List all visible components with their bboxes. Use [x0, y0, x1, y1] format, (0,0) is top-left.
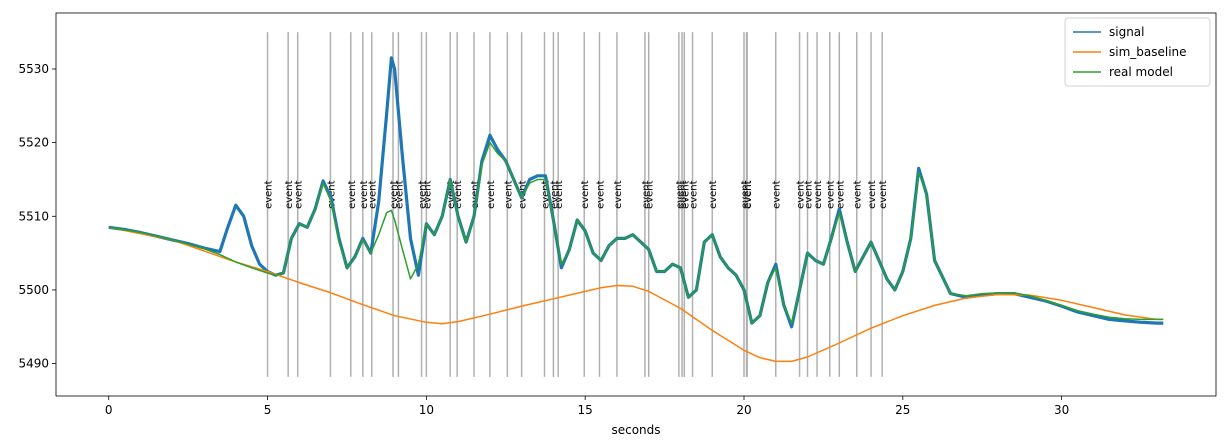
event-label-24: event: [645, 180, 656, 209]
series-line-real-model: [108, 141, 1164, 324]
event-label-12: event: [453, 180, 464, 209]
event-label-9: event: [418, 180, 429, 209]
event-label-23: event: [641, 180, 652, 209]
event-label-17: event: [541, 180, 552, 209]
x-tick-label-25: 25: [895, 403, 910, 417]
y-tick-label-5500: 5500: [18, 283, 49, 297]
event-label-27: event: [680, 180, 691, 209]
event-label-19: event: [554, 180, 565, 209]
series-lines: [108, 56, 1164, 363]
event-label-5: event: [359, 180, 370, 209]
y-tick-label-5520: 5520: [18, 136, 49, 150]
event-label-36: event: [813, 180, 824, 209]
plot-frame: [55, 12, 1217, 397]
event-label-35: event: [804, 180, 815, 209]
event-label-34: event: [796, 180, 807, 209]
event-label-0: event: [264, 180, 275, 209]
event-label-1: event: [284, 180, 295, 209]
event-label-28: event: [689, 180, 700, 209]
event-label-41: event: [878, 180, 889, 209]
event-label-29: event: [708, 180, 719, 209]
x-axis-label: seconds: [611, 423, 660, 437]
event-label-33: event: [772, 180, 783, 209]
event-label-40: event: [867, 180, 878, 209]
x-tick-label-20: 20: [736, 403, 751, 417]
event-label-14: event: [486, 180, 497, 209]
legend-label-signal: signal: [1109, 25, 1145, 39]
event-label-18: event: [549, 180, 560, 209]
event-label-15: event: [503, 180, 514, 209]
y-tick-label-5510: 5510: [18, 209, 49, 223]
axes: 0 5 10 15 20 25 30 5490 5500 5510 5520 5530: [18, 62, 1069, 417]
event-label-8: event: [394, 180, 405, 209]
event-label-20: event: [580, 180, 591, 209]
x-tick-label-10: 10: [419, 403, 434, 417]
event-label-21: event: [595, 180, 606, 209]
event-label-31: event: [743, 180, 754, 209]
event-label-37: event: [826, 180, 837, 209]
event-label-2: event: [294, 180, 305, 209]
y-tick-label-5490: 5490: [18, 357, 49, 371]
event-label-22: event: [613, 180, 624, 209]
legend-label-sim_baseline: sim_baseline: [1109, 45, 1187, 59]
legend-label-real-model: real model: [1109, 65, 1173, 79]
event-label-32: event: [743, 180, 754, 209]
event-label-3: event: [326, 180, 337, 209]
event-label-6: event: [368, 180, 379, 209]
legend-box: [1064, 17, 1211, 87]
x-tick-label-0: 0: [105, 403, 113, 417]
event-label-25: event: [675, 180, 686, 209]
x-tick-label-15: 15: [578, 403, 593, 417]
event-label-4: event: [347, 180, 358, 209]
x-tick-label-30: 30: [1054, 403, 1069, 417]
event-label-38: event: [835, 180, 846, 209]
x-tick-label-5: 5: [264, 403, 272, 417]
event-label-11: event: [446, 180, 457, 209]
event-label-7: event: [389, 180, 400, 209]
y-tick-label-5530: 5530: [18, 62, 49, 76]
series-line-sim_baseline: [108, 226, 1164, 363]
event-label-39: event: [853, 180, 864, 209]
event-label-10: event: [422, 180, 433, 209]
event-label-30: event: [740, 180, 751, 209]
